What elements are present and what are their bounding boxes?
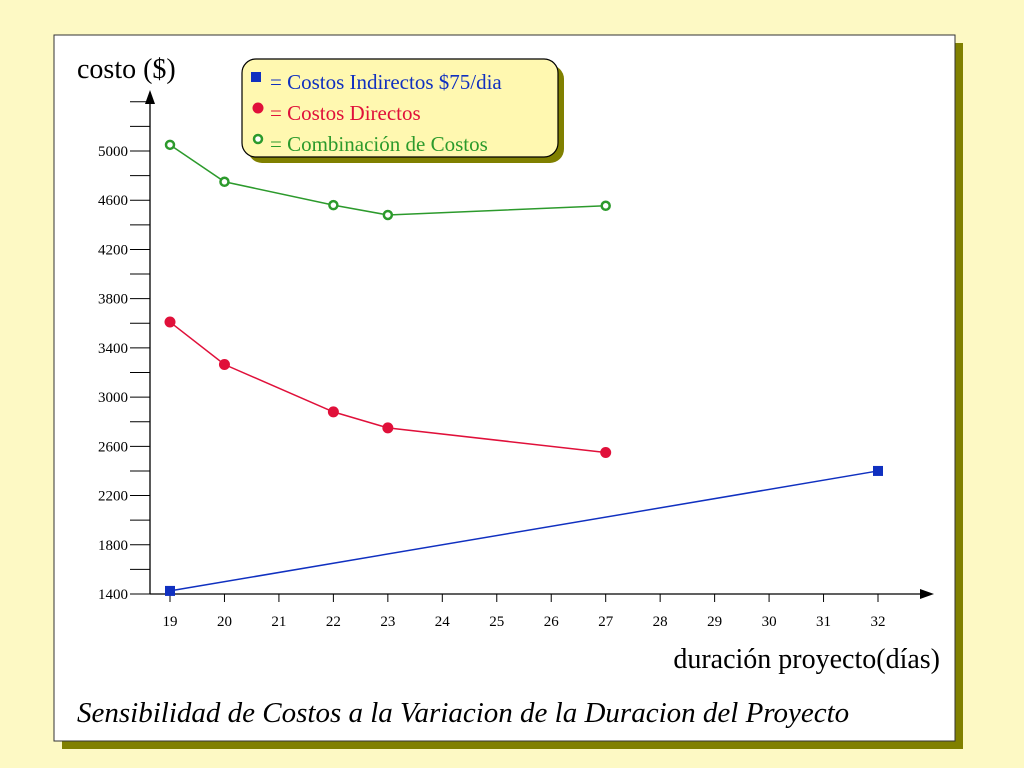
data-point	[328, 199, 339, 211]
legend-square-icon	[251, 72, 261, 82]
x-tick-label: 28	[653, 614, 668, 630]
data-point	[219, 176, 230, 188]
y-tick-label: 3400	[98, 341, 128, 357]
legend-items: = Costos Indirectos $75/dia = Costos Dire…	[251, 70, 502, 156]
x-tick-label: 30	[762, 614, 777, 630]
data-point	[164, 316, 176, 328]
series-1	[165, 465, 883, 596]
y-tick-label: 3800	[98, 292, 128, 308]
legend-box	[241, 58, 559, 158]
y-tick-label: 1400	[98, 587, 128, 603]
x-axis-title: duración proyecto(días)	[673, 644, 940, 675]
legend-item: = Costos Directos	[252, 101, 421, 125]
data-point	[164, 139, 176, 151]
y-tick-label: 4200	[98, 242, 128, 258]
data-point	[873, 465, 883, 476]
x-axis-ticks: 19 20 21 22 23 24 25 26 27 28 29 30 31 32	[163, 594, 886, 630]
data-point	[327, 406, 339, 418]
legend-item: = Combinación de Costos	[252, 132, 488, 156]
legend-label: = Costos Directos	[270, 101, 421, 125]
series-3	[164, 139, 611, 221]
legend-item: = Costos Indirectos $75/dia	[251, 70, 502, 94]
x-tick-label: 24	[435, 614, 451, 630]
data-point	[382, 422, 394, 434]
data-point	[218, 359, 230, 371]
y-tick-label: 2200	[98, 489, 128, 505]
data-point	[382, 209, 394, 221]
x-tick-label: 31	[816, 614, 831, 630]
legend-label: = Costos Indirectos $75/dia	[270, 70, 502, 94]
series-layer	[164, 139, 883, 596]
x-tick-label: 26	[544, 614, 560, 630]
y-axis-title: costo ($)	[77, 54, 176, 85]
x-tick-label: 22	[326, 614, 341, 630]
series-line	[169, 470, 879, 592]
y-tick-label: 3000	[98, 390, 128, 406]
x-tick-label: 29	[707, 614, 722, 630]
x-tick-label: 19	[163, 614, 178, 630]
data-point	[600, 446, 612, 458]
legend: = Costos Indirectos $75/dia = Costos Dire…	[241, 58, 564, 163]
y-tick-label: 2600	[98, 439, 128, 455]
x-tick-label: 25	[489, 614, 504, 630]
series-2	[164, 316, 612, 458]
legend-ring-icon	[252, 133, 264, 145]
chart-caption: Sensibilidad de Costos a la Variacion de…	[77, 697, 849, 729]
y-tick-label: 1800	[98, 538, 128, 554]
y-axis-arrowhead	[145, 90, 155, 104]
x-tick-label: 20	[217, 614, 232, 630]
y-axis-ticks: 1400 1800 2200 2600 3000 3400 3800 4200 4600 5000	[98, 101, 150, 603]
x-tick-label: 32	[871, 614, 886, 630]
legend-label: = Combinación de Costos	[270, 132, 488, 156]
x-tick-label: 27	[598, 614, 614, 630]
x-tick-label: 23	[380, 614, 395, 630]
x-axis-arrowhead	[920, 589, 934, 599]
data-point	[600, 200, 611, 212]
y-tick-label: 5000	[98, 144, 128, 160]
x-tick-label: 21	[271, 614, 286, 630]
legend-dot-icon	[252, 102, 264, 114]
y-tick-label: 4600	[98, 193, 128, 209]
data-point	[165, 585, 175, 596]
